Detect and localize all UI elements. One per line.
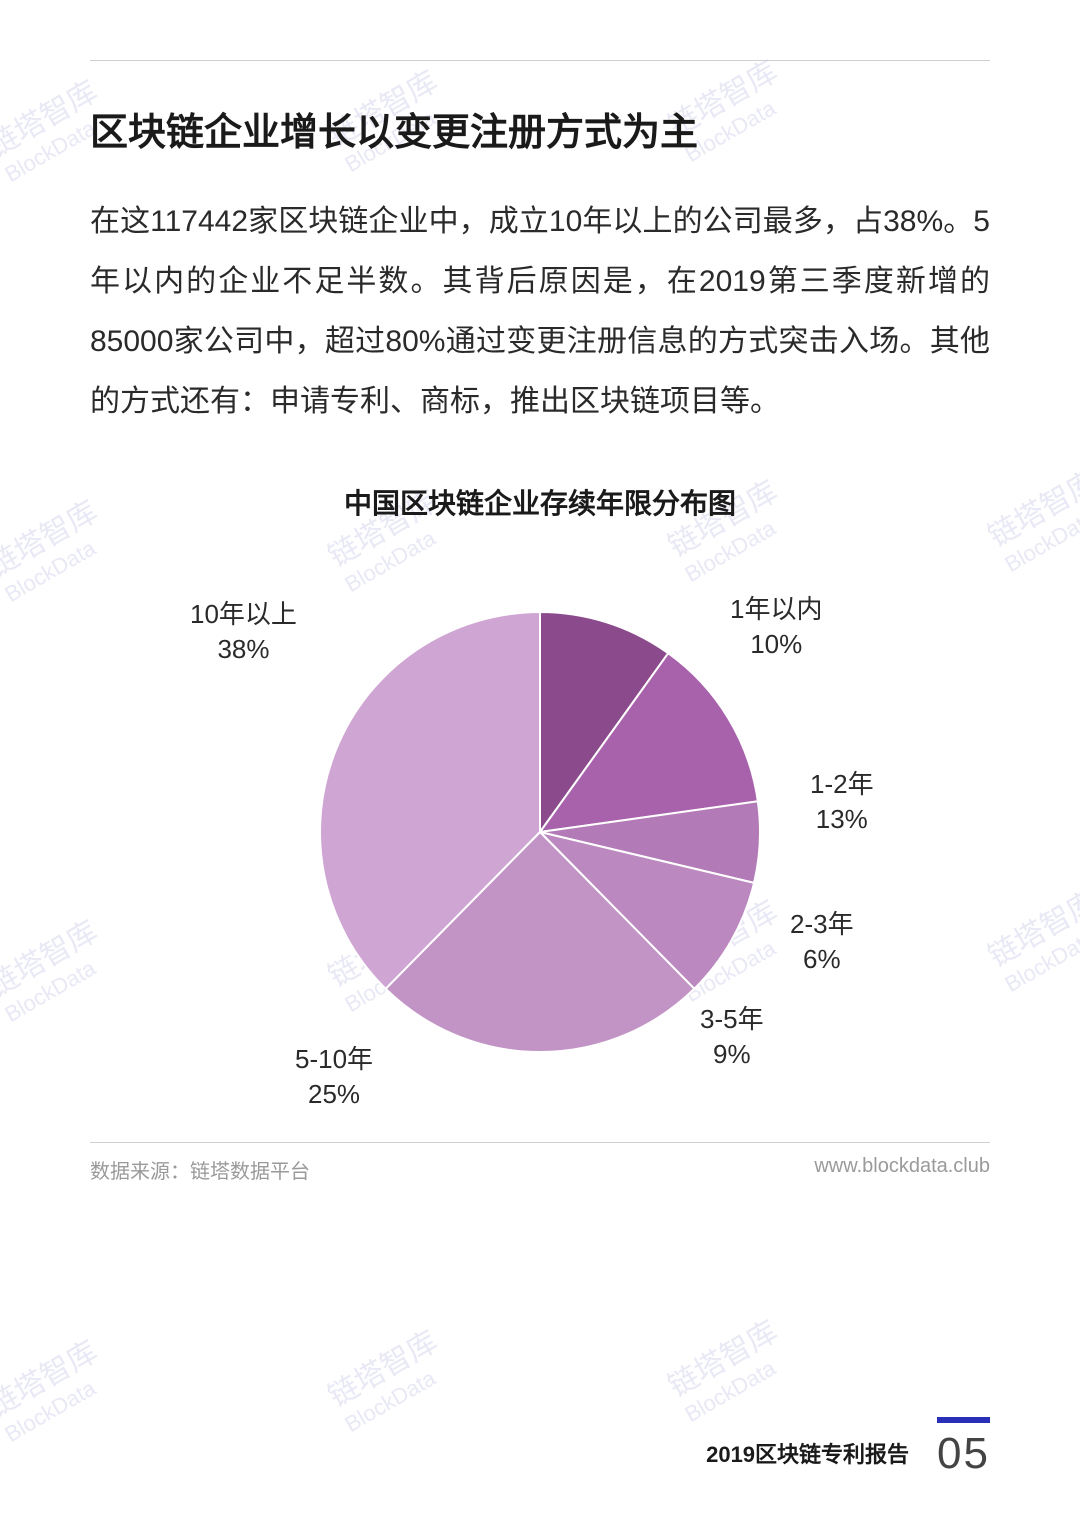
top-rule bbox=[90, 60, 990, 61]
page-number: 05 bbox=[937, 1429, 990, 1479]
pie-slice-label: 5-10年25% bbox=[295, 1042, 373, 1112]
footer: 2019区块链专利报告 05 bbox=[706, 1417, 990, 1479]
chart-title: 中国区块链企业存续年限分布图 bbox=[90, 482, 990, 522]
source-rule bbox=[90, 1142, 990, 1143]
page-number-box: 05 bbox=[937, 1417, 990, 1479]
page: 区块链企业增长以变更注册方式为主 在这117442家区块链企业中，成立10年以上… bbox=[0, 0, 1080, 1527]
pie-slice-label: 1年以内10% bbox=[730, 592, 822, 662]
source-left: 数据来源：链塔数据平台 bbox=[90, 1155, 310, 1184]
pie-slice-label: 2-3年6% bbox=[790, 907, 854, 977]
footer-report-title: 2019区块链专利报告 bbox=[706, 1437, 909, 1479]
pie-slice-label: 1-2年13% bbox=[810, 767, 874, 837]
source-row: 数据来源：链塔数据平台 www.blockdata.club bbox=[90, 1155, 990, 1184]
pie-slice-label: 10年以上38% bbox=[190, 597, 297, 667]
heading: 区块链企业增长以变更注册方式为主 bbox=[90, 101, 990, 156]
pie-slice-label: 3-5年9% bbox=[700, 1002, 764, 1072]
body-paragraph: 在这117442家区块链企业中，成立10年以上的公司最多，占38%。5年以内的企… bbox=[90, 192, 990, 432]
source-right: www.blockdata.club bbox=[814, 1155, 990, 1184]
pie-chart: 1年以内10% 1-2年13% 2-3年6% 3-5年9% 5-10年25% 10年以上3… bbox=[90, 552, 990, 1112]
